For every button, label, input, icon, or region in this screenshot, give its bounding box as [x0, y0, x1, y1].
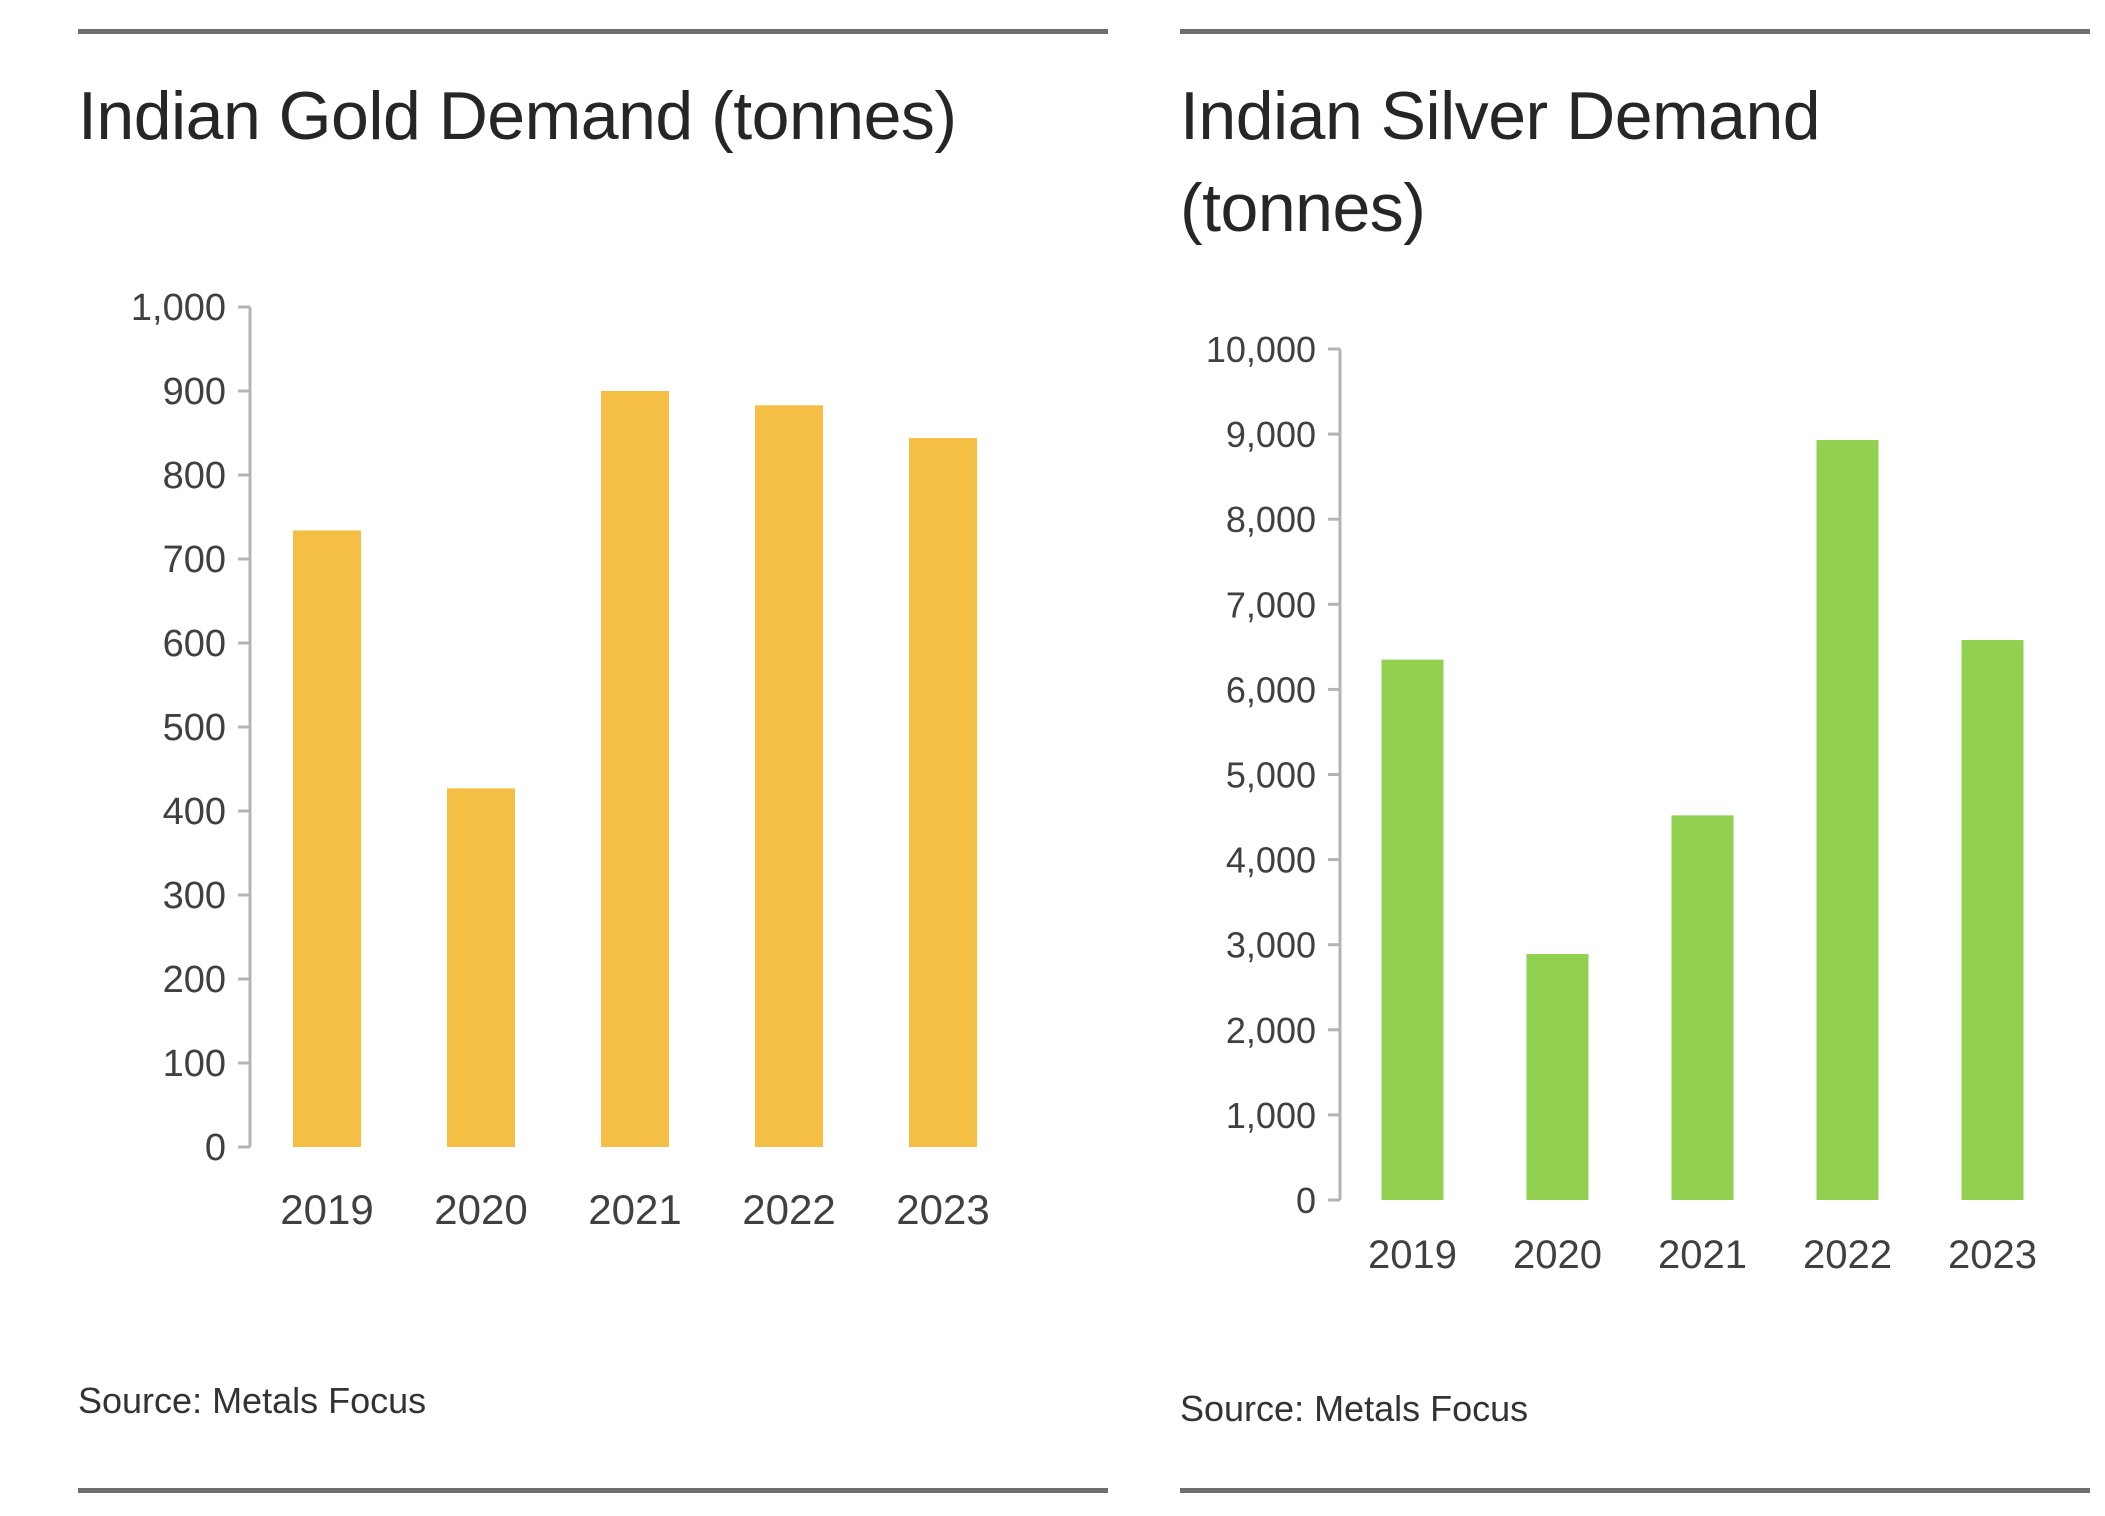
y-tick-label: 200: [163, 959, 226, 1001]
y-tick-label: 10,000: [1206, 329, 1316, 370]
bar-2019: [293, 530, 361, 1147]
y-tick-label: 4,000: [1226, 840, 1316, 881]
y-tick-label: 0: [1296, 1180, 1316, 1221]
bar-2023: [909, 438, 977, 1147]
x-category-label: 2019: [280, 1186, 373, 1233]
y-tick-label: 500: [163, 707, 226, 749]
y-tick-label: 5,000: [1226, 755, 1316, 796]
x-category-label: 2023: [1948, 1233, 2037, 1277]
bar-2022: [755, 405, 823, 1147]
source-note: Source: Metals Focus: [78, 1380, 426, 1422]
x-category-label: 2022: [742, 1186, 835, 1233]
bar-2022: [1817, 440, 1879, 1200]
x-category-label: 2020: [434, 1186, 527, 1233]
y-tick-label: 400: [163, 791, 226, 833]
y-tick-label: 9,000: [1226, 414, 1316, 455]
bar-2023: [1962, 640, 2024, 1200]
bottom-divider: [1180, 1488, 2090, 1493]
y-tick-label: 3,000: [1226, 925, 1316, 966]
bottom-divider: [78, 1488, 1108, 1493]
y-tick-label: 600: [163, 623, 226, 665]
y-tick-label: 0: [205, 1127, 226, 1169]
y-tick-label: 1,000: [131, 287, 226, 329]
y-tick-label: 6,000: [1226, 669, 1316, 710]
y-tick-label: 2,000: [1226, 1010, 1316, 1051]
bar-2021: [601, 391, 669, 1147]
bar-2020: [1527, 954, 1589, 1200]
bar-2019: [1382, 660, 1444, 1200]
x-category-label: 2022: [1803, 1233, 1892, 1277]
y-tick-label: 900: [163, 371, 226, 413]
x-category-label: 2019: [1368, 1233, 1457, 1277]
silver-bar-chart: 0 1,000 2,000 3,000 4,000 5,000 6,000 7,000 8,00…: [1140, 0, 2105, 1320]
silver-demand-panel: Indian Silver Demand (tonnes) 0 1,000 2,00…: [1140, 0, 2105, 1516]
y-tick-label: 300: [163, 875, 226, 917]
bar-2020: [447, 788, 515, 1147]
y-tick-label: 1,000: [1226, 1095, 1316, 1136]
y-tick-label: 800: [163, 455, 226, 497]
x-category-label: 2021: [1658, 1233, 1747, 1277]
y-tick-label: 700: [163, 539, 226, 581]
x-category-label: 2021: [588, 1186, 681, 1233]
y-tick-label: 100: [163, 1043, 226, 1085]
gold-bar-chart: 0 100 200 300 400 500 600 700 800 900 1,000 2019 202…: [0, 0, 1140, 1320]
x-category-label: 2023: [896, 1186, 989, 1233]
source-note: Source: Metals Focus: [1180, 1388, 1528, 1430]
x-category-label: 2020: [1513, 1233, 1602, 1277]
y-tick-label: 7,000: [1226, 584, 1316, 625]
y-tick-label: 8,000: [1226, 499, 1316, 540]
bar-2021: [1672, 815, 1734, 1200]
gold-demand-panel: Indian Gold Demand (tonnes) 0 100 200 300 40…: [0, 0, 1140, 1516]
